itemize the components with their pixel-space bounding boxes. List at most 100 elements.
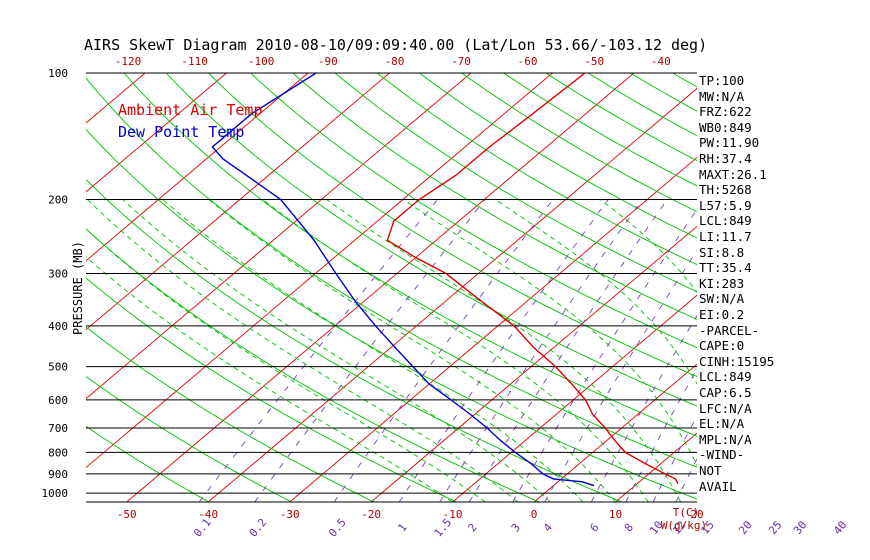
top-temp-tick-label: -120 [115, 55, 142, 68]
mixing-ratio-tick-label: 6 [588, 521, 602, 534]
mixing-ratio-tick-label: 4 [541, 521, 555, 535]
legend-ambient-air-temp: Ambient Air Temp [118, 101, 263, 119]
bottom-temp-tick-label: -20 [361, 508, 381, 521]
pressure-tick-label: 300 [48, 267, 68, 280]
isotherm-line [86, 73, 472, 400]
mixing-ratio-line [772, 200, 870, 503]
dry-adiabat-line [292, 73, 697, 320]
moist-adiabat-line [87, 199, 519, 502]
bottom-temp-tick-label: -30 [280, 508, 300, 521]
dry-adiabat-line [799, 73, 870, 502]
stability-index-line: -WIND- [699, 447, 745, 463]
mixing-ratio-tick-label: 8 [622, 521, 636, 534]
bottom-temp-tick-label: 10 [609, 508, 622, 521]
stability-index-line: NOT [699, 463, 722, 478]
dry-adiabat-line [165, 73, 697, 407]
mixing-ratio-line [797, 200, 870, 503]
pressure-tick-label: 700 [48, 422, 68, 435]
stability-index-line: SW:N/A [699, 291, 745, 307]
stability-index-line: MPL:N/A [699, 431, 752, 447]
mixing-ratio-line [512, 208, 697, 502]
moist-adiabat-line [262, 199, 649, 502]
pressure-tick-label: 400 [48, 320, 68, 333]
stability-index-line: EI:0.2 [699, 307, 745, 322]
dry-adiabat-line [86, 425, 210, 502]
mixing-ratio-line [254, 199, 486, 502]
stability-index-line: WB0:849 [699, 119, 752, 135]
dry-adiabat-line [86, 77, 697, 468]
top-temp-tick-label: -100 [248, 55, 275, 68]
dew-point-temp-line [211, 73, 595, 487]
isotherm-line [86, 73, 227, 193]
bottom-temp-tick-label: -10 [443, 508, 463, 521]
mixing-ratio-tick-label: 3 [509, 521, 523, 534]
y-axis-label: PRESSURE (MB) [71, 241, 85, 335]
mixing-ratio-axis-label: W(g/kg) [661, 519, 707, 532]
dry-adiabat-line [419, 73, 697, 239]
isotherm-line [289, 156, 697, 502]
dry-adiabat-line [86, 228, 540, 502]
x-axis-label: T(C) [673, 506, 700, 519]
bottom-temp-tick-label: -50 [117, 508, 137, 521]
mixing-ratio-tick-label: 1 [395, 521, 409, 534]
stability-index-line: TH:5268 [699, 182, 752, 198]
stability-index-line: LCL:849 [699, 369, 752, 385]
sounding-profiles [211, 73, 679, 487]
stability-index-line: L57:5.9 [699, 197, 752, 213]
pressure-tick-label: 900 [48, 468, 68, 481]
stability-index-line: TT:35.4 [699, 260, 752, 276]
pressure-tick-label: 200 [48, 193, 68, 206]
moist-adiabat-line [162, 199, 584, 502]
stability-index-line: RH:37.4 [699, 151, 752, 166]
chart-title: AIRS SkewT Diagram 2010-08-10/09:09:40.0… [84, 36, 708, 54]
stability-index-line: MW:N/A [699, 88, 745, 104]
dry-adiabat-line [841, 73, 870, 502]
top-temp-tick-label: -90 [318, 55, 338, 68]
stability-index-line: CAPE:0 [699, 338, 745, 354]
bottom-temp-tick-label: -40 [198, 508, 218, 521]
isotherm-line [86, 73, 553, 469]
isotherm-line [126, 73, 635, 502]
mixing-ratio-line [544, 249, 697, 502]
stability-index-line: FRZ:622 [699, 104, 752, 120]
dry-adiabat-line [376, 73, 697, 266]
mixing-ratio-tick-label: 30 [791, 518, 809, 537]
dry-adiabat-line [757, 73, 870, 502]
stability-index-line: CINH:15195 [699, 353, 775, 369]
stability-index-line: TP:100 [699, 73, 745, 88]
pressure-tick-label: 600 [48, 394, 68, 407]
mixing-ratio-line [742, 200, 870, 503]
mixing-ratio-tick-label: 40 [831, 518, 849, 537]
dry-adiabat-line [250, 73, 697, 349]
stability-index-line: PW:11.90 [699, 135, 760, 151]
mixing-ratio-line [439, 199, 643, 502]
mixing-ratio-line [590, 314, 697, 502]
pressure-tick-label: 800 [48, 446, 68, 459]
mixing-ratio-line [198, 199, 438, 502]
bottom-temp-tick-label: 20 [690, 508, 703, 521]
dry-adiabat-line [86, 277, 457, 502]
moist-adiabat-line [599, 199, 697, 293]
mixing-ratio-tick-label: 0.2 [247, 516, 270, 540]
moist-adiabat-line [122, 199, 551, 502]
mixing-ratio-tick-label: 2 [465, 521, 479, 534]
mixing-ratio-tick-label: 25 [766, 518, 784, 537]
legend-dew-point-temp: Dew Point Temp [118, 123, 245, 141]
mixing-ratio-line [625, 368, 697, 502]
dry-adiabat-line [86, 375, 292, 502]
ambient-air-temp-line [386, 73, 679, 485]
mixing-ratio-line [468, 199, 668, 502]
isotherm-line [860, 73, 870, 502]
top-temp-tick-label: -50 [584, 55, 604, 68]
mixing-ratio-tick-label: 20 [736, 518, 754, 537]
isotherm-line [370, 225, 697, 502]
isotherm-line [0, 73, 64, 502]
moist-adiabat-line [86, 228, 486, 502]
dry-adiabat-line [334, 73, 697, 293]
stability-index-line: SI:8.8 [699, 244, 745, 260]
stability-index-line: EL:N/A [699, 416, 745, 432]
isotherm-line [452, 294, 697, 502]
pressure-tick-label: 1000 [42, 487, 69, 500]
dry-adiabat-line [461, 73, 697, 213]
mixing-ratio-tick-label: 0.5 [326, 516, 349, 540]
